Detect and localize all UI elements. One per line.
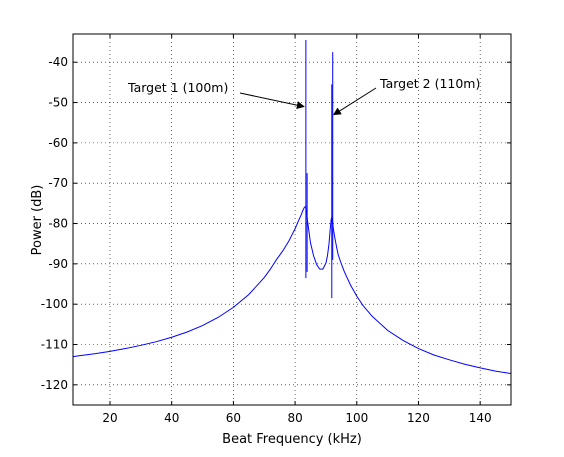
x-tick-label: 120 <box>407 411 430 425</box>
y-axis-label: Power (dB) <box>30 185 45 256</box>
y-tick-label: -80 <box>48 217 68 231</box>
y-tick-label: -70 <box>48 176 68 190</box>
x-tick-label: 80 <box>287 411 302 425</box>
spectrum-line <box>72 205 512 375</box>
y-tick-label: -90 <box>48 257 68 271</box>
x-tick-label: 140 <box>469 411 492 425</box>
x-tick-label: 20 <box>102 411 117 425</box>
target-2-arrow <box>332 87 377 116</box>
tick-layer: 20 40 60 80 100 120 140 -40 -50 -60 -70 -80 -90 -100 -… <box>41 34 511 425</box>
y-tick-label: -50 <box>48 96 68 110</box>
plot-area <box>73 34 511 405</box>
y-tick-label: -110 <box>41 338 68 352</box>
data-layer <box>72 40 512 375</box>
y-tick-label: -60 <box>48 136 68 150</box>
y-tick-label: -40 <box>48 55 68 69</box>
x-axis-label: Beat Frequency (kHz) <box>222 432 362 447</box>
x-tick-label: 100 <box>345 411 368 425</box>
x-tick-label: 60 <box>226 411 241 425</box>
x-tick-label: 40 <box>164 411 179 425</box>
y-tick-label: -100 <box>41 297 68 311</box>
y-tick-label: -120 <box>41 378 68 392</box>
plot-frame <box>72 33 512 406</box>
annotation-layer: Target 1 (100m) Target 2 (110m) <box>127 76 480 116</box>
target-1-arrow <box>239 92 305 110</box>
target-1-label: Target 1 (100m) <box>127 80 228 95</box>
target-2-label: Target 2 (110m) <box>379 76 480 91</box>
